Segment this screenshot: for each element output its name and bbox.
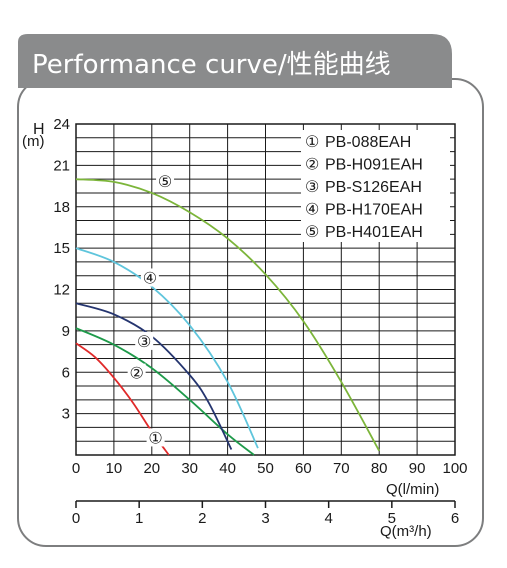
- curve-marker-bg: [127, 363, 146, 382]
- curve-marker-bg: [146, 428, 165, 447]
- x-axis-title: Q(l/min): [386, 481, 439, 498]
- y-axis: 3 6 9 12 15 18 21 24: [53, 116, 70, 423]
- curve-marker-bg: [140, 268, 159, 287]
- legend: ① PB-088EAH ② PB-H091EAH ③ PB-S126EAH ④ PB-H170…: [301, 130, 450, 242]
- y-tick-label: 15: [53, 240, 70, 257]
- x2-tick-label: 6: [451, 510, 459, 527]
- y-axis-unit: (m): [22, 133, 45, 150]
- x2-tick-label: 2: [198, 510, 206, 527]
- y-tick-label: 3: [62, 406, 70, 423]
- x2-tick-label: 4: [324, 510, 332, 527]
- legend-marker: ⑤: [305, 224, 319, 241]
- x2-tick-label: 1: [135, 510, 143, 527]
- x2-tick-label: 5: [388, 510, 396, 527]
- curve-3: [75, 302, 233, 450]
- curve-marker-bg: [135, 331, 154, 350]
- legend-item-2: PB-H091EAH: [325, 157, 423, 174]
- x-tick-label: 90: [409, 460, 426, 477]
- x-tick-label: 100: [442, 460, 467, 477]
- x-tick-label: 10: [106, 460, 123, 477]
- curve-marker-bg: [156, 171, 175, 190]
- curve-layer: ① ② ③ ④ ⑤: [75, 171, 380, 456]
- x-tick-label: 30: [181, 460, 198, 477]
- x-tick-label: 20: [143, 460, 160, 477]
- x-axis-m3h: 0 1 2 3 4 5 6: [72, 500, 459, 527]
- header-banner: [18, 34, 452, 88]
- curve-5: [75, 178, 380, 452]
- legend-box: [301, 130, 450, 242]
- x-tick-label: 80: [371, 460, 388, 477]
- plot-frame: [75, 123, 456, 456]
- y-tick-label: 21: [53, 157, 70, 174]
- curve-marker-2: ②: [129, 366, 143, 383]
- y-tick-label: 6: [62, 364, 70, 381]
- x-axis-lpm: 0 10 20 30 40 50 60 70 80 90 100: [72, 460, 468, 477]
- x2-tick-label: 0: [72, 510, 80, 527]
- legend-marker: ④: [305, 202, 319, 219]
- y-axis-title: H: [33, 121, 45, 138]
- curve-2: [75, 327, 255, 456]
- legend-item-3: PB-S126EAH: [325, 179, 422, 196]
- legend-marker: ③: [305, 179, 319, 196]
- legend-item-5: PB-H401EAH: [325, 224, 423, 241]
- x-tick-label: 70: [333, 460, 350, 477]
- curve-marker-1: ①: [148, 430, 162, 447]
- y-tick-label: 24: [53, 116, 70, 133]
- legend-item-4: PB-H170EAH: [325, 202, 423, 219]
- legend-item-1: PB-088EAH: [325, 134, 411, 151]
- x2-axis-title: Q(m³/h): [380, 523, 432, 540]
- y-tick-label: 18: [53, 199, 70, 216]
- legend-marker: ①: [305, 134, 319, 151]
- curve-marker-4: ④: [143, 270, 157, 287]
- curve-marker-5: ⑤: [158, 174, 172, 191]
- x-tick-label: 0: [72, 460, 80, 477]
- legend-marker: ②: [305, 157, 319, 174]
- x2-tick-label: 3: [261, 510, 269, 527]
- x-tick-label: 60: [295, 460, 312, 477]
- x-tick-label: 40: [219, 460, 236, 477]
- curve-marker-3: ③: [137, 334, 151, 351]
- x-tick-label: 50: [257, 460, 274, 477]
- curve-4: [75, 247, 259, 449]
- y-tick-label: 9: [62, 323, 70, 340]
- page-title: Performance curve/性能曲线: [32, 50, 391, 80]
- y-tick-label: 12: [53, 282, 70, 299]
